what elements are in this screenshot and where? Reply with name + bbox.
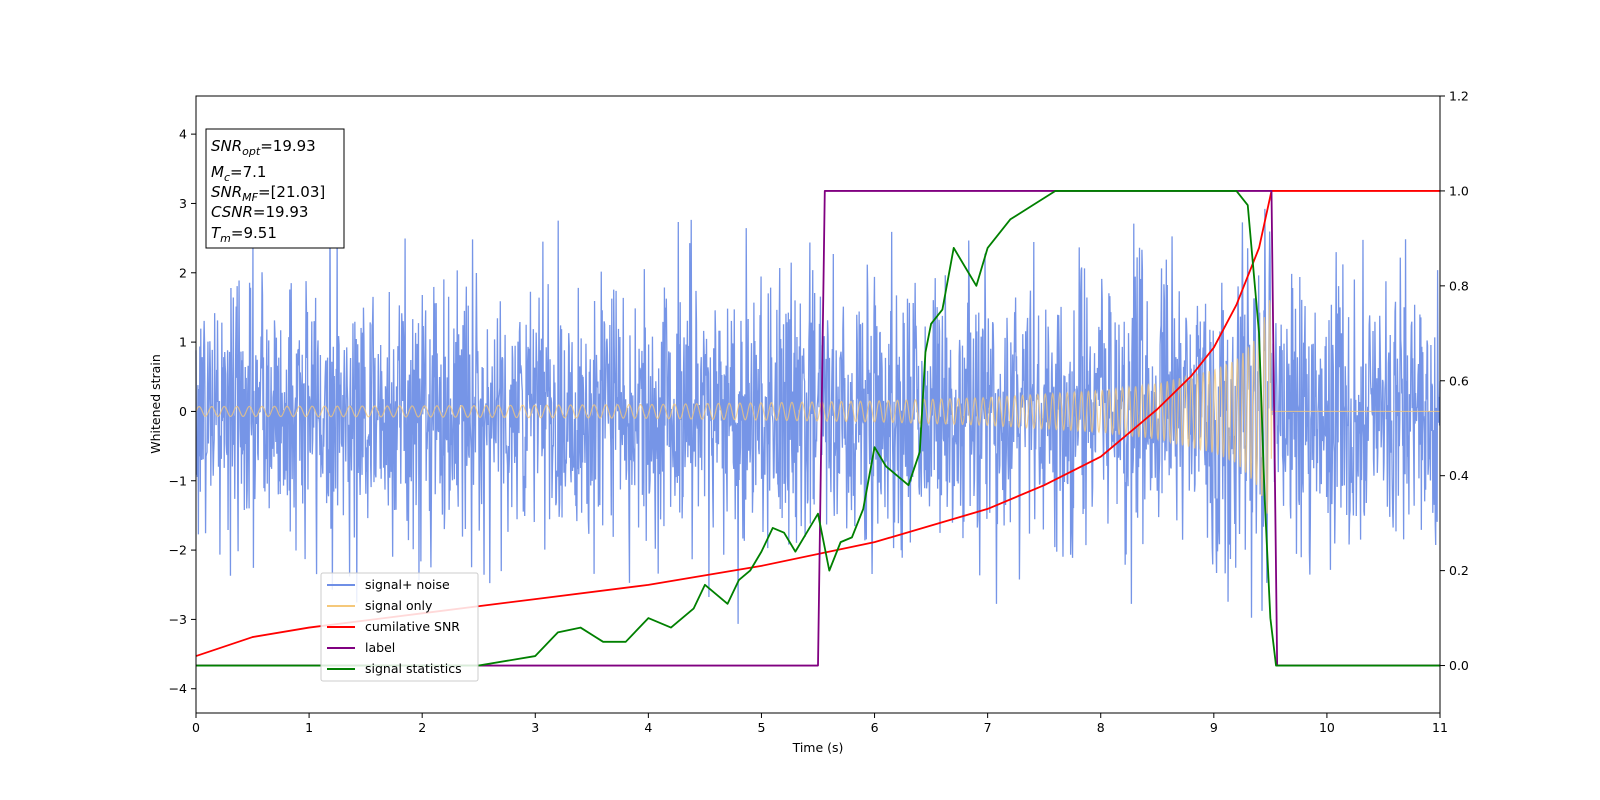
x-tick-label: 7	[984, 720, 992, 735]
legend-label-cumulative-snr: cumilative SNR	[365, 619, 460, 634]
series-signal-noise	[195, 203, 1441, 624]
legend-item-signal-only: signal only	[327, 598, 433, 613]
info-box: SNRopt=19.93 Mc=7.1 SNRMF=[21.03] CSNR=1…	[205, 128, 345, 249]
x-tick-label: 0	[192, 720, 200, 735]
y-axis-label: Whitened strain	[148, 354, 163, 453]
x-tick-label: 10	[1319, 720, 1335, 735]
x-tick-label: 6	[871, 720, 879, 735]
ticks: 0 1 2 3 4 5 6 7 8 9 10 11 −4 −3 −2 −1 0 1 2 3 4 0.0 0.2 0.4 0.6 0…	[169, 89, 1469, 736]
y-right-tick-label: 0.6	[1449, 373, 1469, 388]
y-right-tick-label: 0.2	[1449, 563, 1469, 578]
y-tick-label: 4	[179, 127, 187, 142]
x-tick-label: 2	[418, 720, 426, 735]
legend-item-signal-noise: signal+ noise	[327, 577, 450, 592]
info-snr-opt: SNRopt=19.93	[211, 137, 316, 158]
info-tm: Tm=9.51	[211, 224, 277, 245]
legend-item-label: label	[327, 640, 395, 655]
y-tick-label: −1	[169, 473, 187, 488]
info-box-frame	[205, 128, 345, 249]
y-right-tick-label: 0.0	[1449, 658, 1469, 673]
y-right-tick-label: 1.0	[1449, 183, 1469, 198]
y-right-tick-label: 0.4	[1449, 468, 1469, 483]
legend: signal+ noise signal only cumilative SNR…	[320, 572, 479, 682]
legend-label-signal-noise: signal+ noise	[365, 577, 450, 592]
x-tick-label: 3	[531, 720, 539, 735]
y-tick-label: 2	[179, 265, 187, 280]
info-snr-mf: SNRMF=[21.03]	[211, 183, 325, 204]
legend-item-signal-statistics: signal statistics	[327, 661, 462, 676]
info-csnr: CSNR=19.93	[211, 203, 308, 221]
y-tick-label: −3	[169, 612, 187, 627]
series-signal-only	[195, 300, 1440, 514]
x-tick-label: 9	[1210, 720, 1218, 735]
x-axis-label: Time (s)	[792, 740, 844, 755]
legend-frame	[320, 572, 479, 682]
y-tick-label: −2	[169, 543, 187, 558]
legend-item-cumulative-snr: cumilative SNR	[327, 619, 460, 634]
y-tick-label: 0	[179, 404, 187, 419]
y-tick-label: 1	[179, 335, 187, 350]
x-tick-label: 5	[757, 720, 765, 735]
x-tick-label: 11	[1432, 720, 1448, 735]
plot-frame	[195, 95, 1441, 714]
info-mc: Mc=7.1	[211, 163, 266, 184]
legend-label-label: label	[365, 640, 395, 655]
y-tick-label: −4	[169, 681, 187, 696]
y-right-tick-label: 1.2	[1449, 89, 1469, 104]
x-tick-label: 8	[1097, 720, 1105, 735]
x-tick-label: 1	[305, 720, 313, 735]
legend-label-signal-statistics: signal statistics	[365, 661, 462, 676]
y-tick-label: 3	[179, 196, 187, 211]
y-right-tick-label: 0.8	[1449, 278, 1469, 293]
x-tick-label: 4	[644, 720, 652, 735]
series-signal-statistics	[196, 190, 1440, 667]
legend-label-signal-only: signal only	[365, 598, 433, 613]
